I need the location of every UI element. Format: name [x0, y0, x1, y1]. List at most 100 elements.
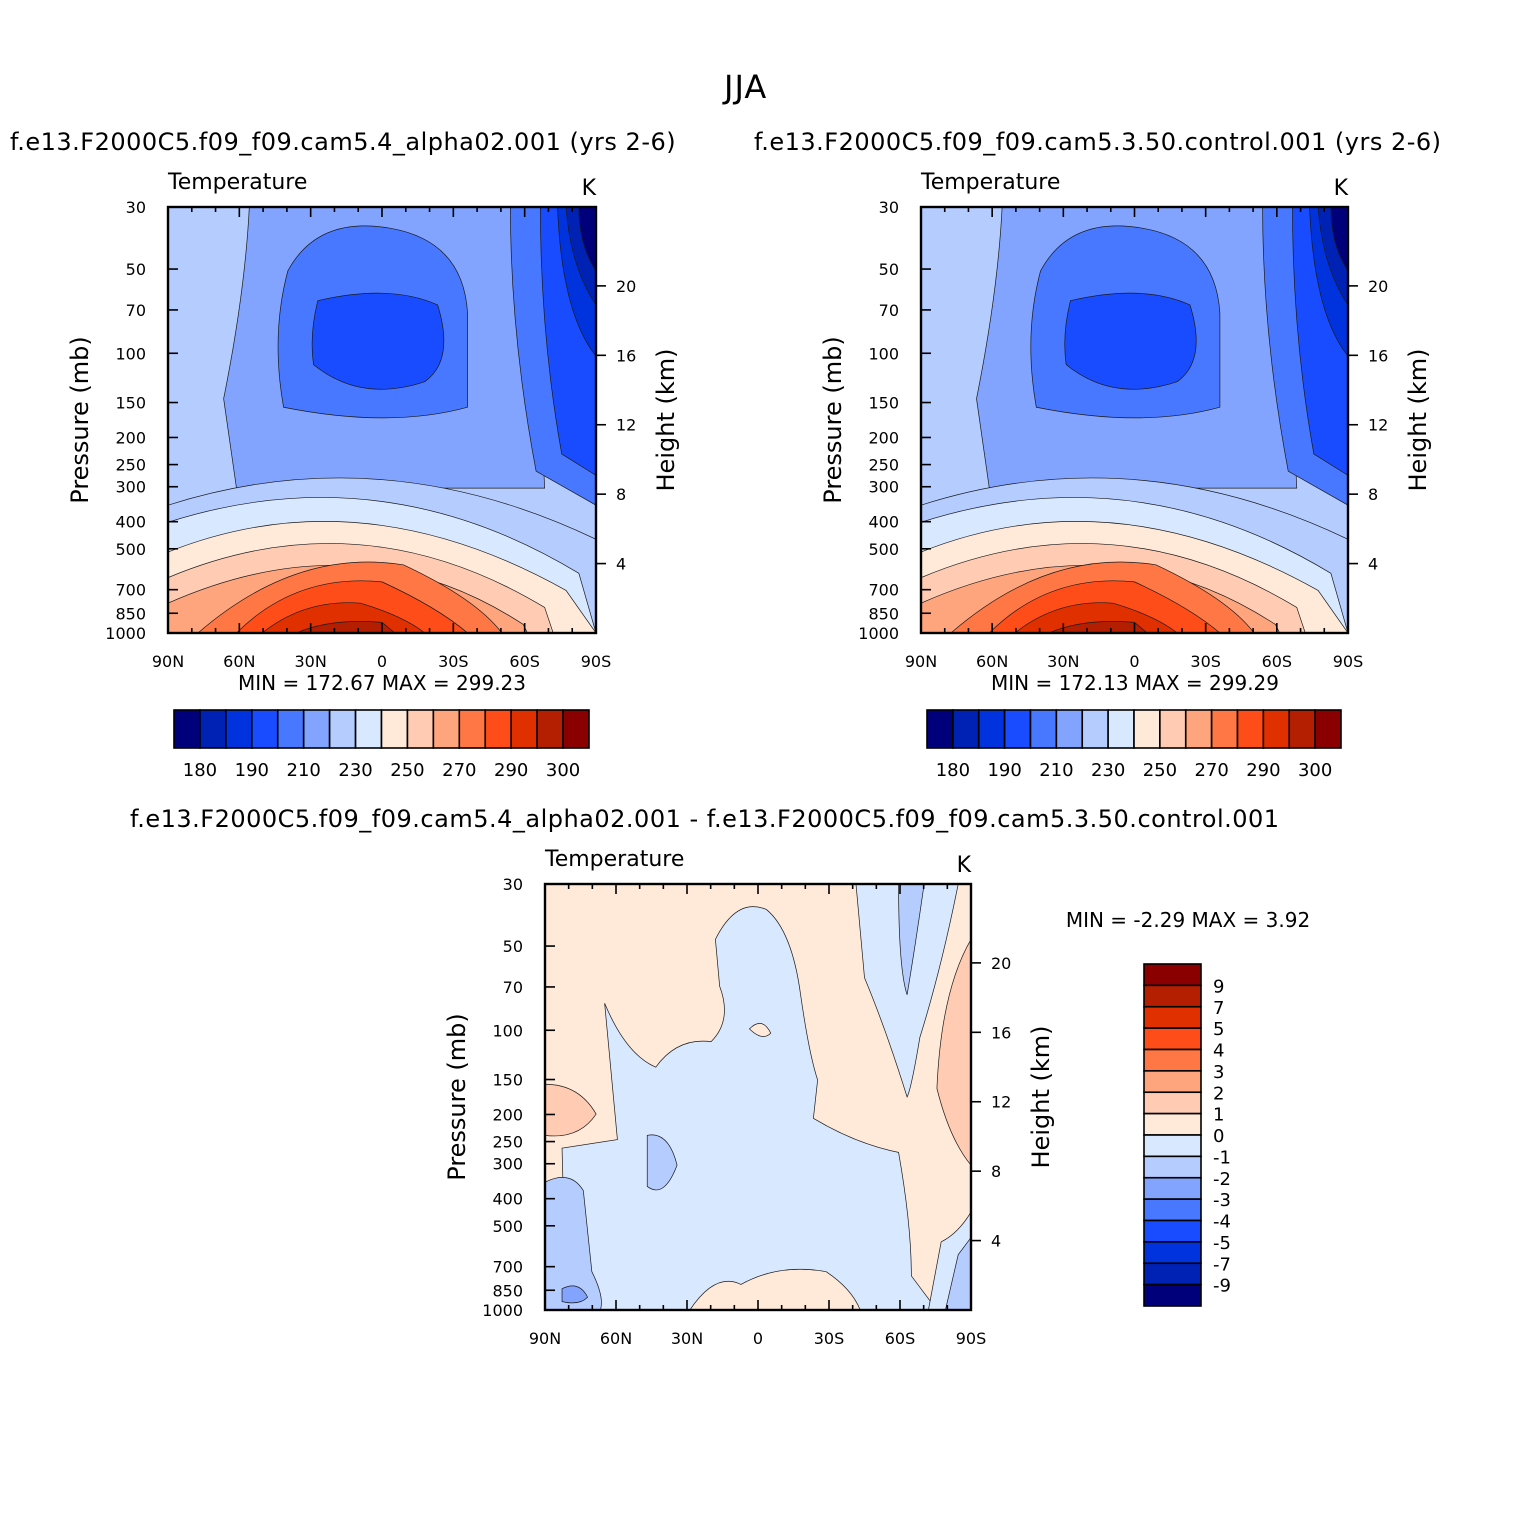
colorbar-box	[251, 709, 279, 749]
y-tick-label: 30	[879, 198, 899, 217]
colorbar-box	[926, 709, 954, 749]
colorbar-box	[406, 709, 435, 749]
x-tick-label: 90N	[529, 1329, 561, 1348]
diff-case-title: f.e13.F2000C5.f09_f09.cam5.4_alpha02.001…	[130, 805, 1280, 833]
x-tick-label: 60S	[885, 1329, 916, 1348]
y-tick-label: 500	[868, 540, 899, 559]
colorbar-box	[1029, 709, 1058, 749]
colorbar-label: -7	[1213, 1254, 1231, 1275]
y2-axis-label: Height (km)	[652, 349, 680, 492]
y-tick-label: 400	[492, 1190, 523, 1209]
y-axis-label: Pressure (mb)	[66, 336, 94, 503]
colorbar-box	[1184, 709, 1213, 749]
y2-tick-label: 16	[1368, 346, 1388, 365]
contour-band	[561, 906, 938, 1310]
colorbar-label: 4	[1213, 1041, 1224, 1062]
colorbar-box	[484, 709, 512, 749]
contour-band	[561, 1285, 589, 1304]
colorbar-label: 270	[1194, 760, 1228, 781]
x-tick-label: 0	[1129, 652, 1139, 671]
colorbar-label: 180	[183, 760, 217, 781]
colorbar-box	[1143, 1155, 1202, 1179]
y2-tick-label: 4	[616, 555, 626, 574]
x-tick-label: 30N	[671, 1329, 703, 1348]
x-tick-label: 90S	[1333, 652, 1364, 671]
y-tick-label: 150	[115, 394, 146, 413]
panel-title: Temperature	[544, 847, 684, 872]
colorbar-box	[432, 709, 461, 749]
stats-label: MIN = 172.67 MAX = 299.23	[238, 671, 526, 695]
contour-band	[545, 1083, 597, 1137]
colorbar-label: 0	[1213, 1126, 1224, 1147]
y-tick-label: 700	[492, 1258, 523, 1277]
colorbar-box	[1081, 709, 1109, 749]
x-tick-label: 90S	[581, 652, 612, 671]
colorbar-box	[1143, 1198, 1202, 1222]
y-tick-label: 70	[126, 301, 146, 320]
contour-band	[296, 621, 396, 633]
colorbar-box	[173, 709, 201, 749]
colorbar-box	[1262, 709, 1291, 749]
x-tick-label: 30N	[1047, 652, 1079, 671]
contour-band	[748, 1023, 772, 1037]
contour-band	[1064, 292, 1197, 390]
x-tick-label: 60N	[976, 652, 1008, 671]
contour-band	[1048, 621, 1148, 633]
y-tick-label: 30	[503, 875, 523, 894]
y-tick-label: 400	[115, 513, 146, 532]
colorbar-label: -3	[1213, 1190, 1231, 1211]
x-tick-label: 30S	[1190, 652, 1221, 671]
x-tick-label: 0	[753, 1329, 763, 1348]
y-tick-label: 250	[868, 456, 899, 475]
y2-tick-label: 4	[1368, 555, 1378, 574]
y-tick-label: 300	[115, 478, 146, 497]
colorbar-box	[225, 709, 253, 749]
y-axis-label: Pressure (mb)	[443, 1013, 471, 1180]
y-tick-label: 200	[115, 428, 146, 447]
colorbar-label: 3	[1213, 1062, 1224, 1083]
colorbar-box	[1143, 984, 1202, 1008]
contour-field	[168, 207, 596, 633]
colorbar-label: -5	[1213, 1233, 1231, 1254]
colorbar-box	[1143, 1262, 1202, 1286]
colorbar-box	[1210, 709, 1239, 749]
colorbar-label: 300	[1298, 760, 1332, 781]
units-label: K	[957, 853, 972, 878]
y2-axis-label: Height (km)	[1404, 349, 1432, 492]
colorbar-label: -1	[1213, 1147, 1231, 1168]
y2-tick-label: 12	[616, 416, 636, 435]
colorbar-label: 190	[235, 760, 269, 781]
y-tick-label: 50	[503, 937, 523, 956]
colorbar-box	[1143, 963, 1202, 987]
y2-tick-label: 4	[991, 1232, 1001, 1251]
y-tick-label: 100	[492, 1021, 523, 1040]
panel-title: Temperature	[167, 170, 307, 195]
y-tick-label: 850	[492, 1281, 523, 1300]
colorbar-box	[1133, 709, 1161, 749]
left-case-title: f.e13.F2000C5.f09_f09.cam5.4_alpha02.001…	[10, 128, 677, 156]
y-tick-label: 200	[492, 1105, 523, 1124]
y-tick-label: 850	[868, 604, 899, 623]
right-case-title: f.e13.F2000C5.f09_f09.cam5.3.50.control.…	[754, 128, 1442, 156]
y-tick-label: 1000	[858, 624, 899, 643]
y-tick-label: 100	[115, 344, 146, 363]
y2-tick-label: 20	[1368, 277, 1388, 296]
colorbar-label: 270	[442, 760, 476, 781]
y-tick-label: 150	[868, 394, 899, 413]
colorbar-box	[1236, 709, 1265, 749]
colorbar-label: 290	[494, 760, 528, 781]
y-tick-label: 250	[492, 1133, 523, 1152]
y-tick-label: 50	[126, 260, 146, 279]
colorbar-label: 2	[1213, 1083, 1224, 1104]
stats-label: MIN = -2.29 MAX = 3.92	[1066, 908, 1310, 932]
colorbar-label: -2	[1213, 1169, 1231, 1190]
y-tick-label: 850	[115, 604, 146, 623]
x-tick-label: 60S	[1262, 652, 1293, 671]
contour-band	[311, 292, 445, 390]
colorbar-label: 250	[390, 760, 424, 781]
colorbar-label: 290	[1246, 760, 1280, 781]
contour-band	[689, 1268, 861, 1310]
y2-tick-label: 8	[1368, 485, 1378, 504]
colorbar-box	[1143, 1005, 1202, 1029]
y-tick-label: 300	[492, 1155, 523, 1174]
